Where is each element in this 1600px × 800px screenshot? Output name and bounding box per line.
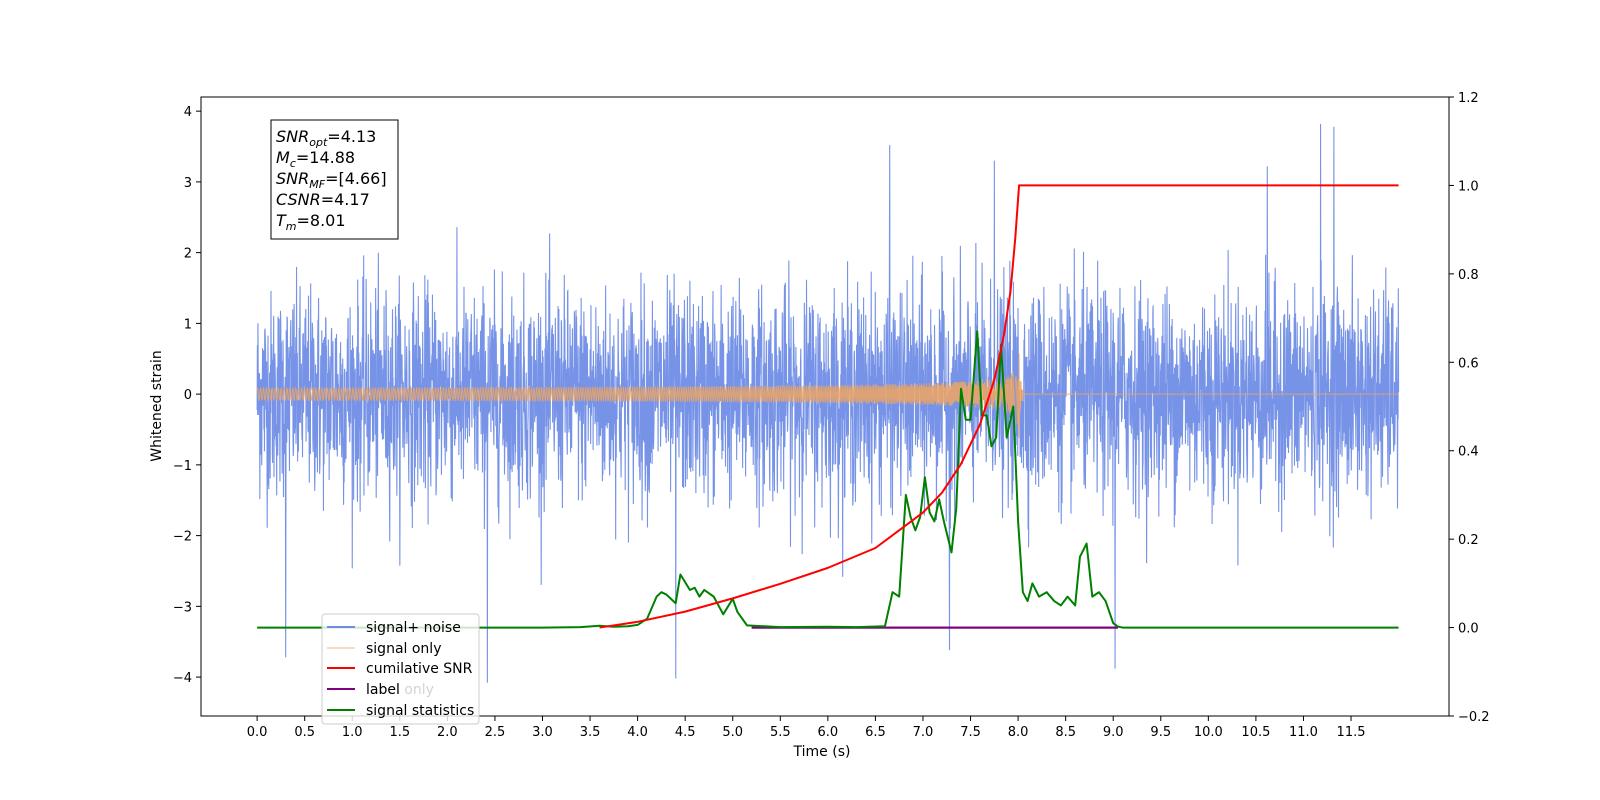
- y-tick-label: −1: [173, 459, 192, 474]
- x-tick-label: 7.0: [913, 725, 934, 740]
- x-tick-label: 10.5: [1241, 725, 1270, 740]
- x-tick-label: 8.0: [1008, 725, 1029, 740]
- legend-label: signal statistics: [366, 703, 474, 719]
- x-tick-label: 6.5: [865, 725, 886, 740]
- x-tick-label: 5.0: [722, 725, 743, 740]
- legend-label: cumilative SNR: [366, 661, 473, 677]
- x-tick-label: 8.5: [1055, 725, 1076, 740]
- info-line: CSNR=4.17: [276, 190, 370, 209]
- y-axis-label: Whitened strain: [149, 350, 165, 461]
- x-tick-label: 3.0: [532, 725, 553, 740]
- x-tick-label: 0.5: [294, 725, 315, 740]
- series-cumulative-snr: [599, 184, 1399, 629]
- y-tick-label: 2: [184, 247, 192, 262]
- x-tick-label: 1.5: [389, 725, 410, 740]
- y-tick-label: −3: [173, 600, 192, 615]
- y-tick-label: 3: [184, 176, 192, 191]
- y-tick-label: −2: [173, 530, 192, 545]
- y-tick-label: 4: [184, 105, 192, 120]
- x-tick-label: 3.5: [580, 725, 601, 740]
- x-tick-label: 4.5: [675, 725, 696, 740]
- x-tick-label: 11.5: [1337, 725, 1366, 740]
- y-tick-label: 0: [184, 388, 192, 403]
- y2-tick-label: 0.0: [1458, 622, 1479, 637]
- info-line: Tm=8.01: [276, 211, 346, 233]
- y2-tick-label: 0.4: [1458, 445, 1479, 460]
- y2-tick-label: 0.2: [1458, 533, 1479, 548]
- x-tick-label: 1.0: [342, 725, 363, 740]
- x-tick-label: 4.0: [627, 725, 648, 740]
- info-box-frame: [270, 119, 399, 240]
- x-tick-label: 11.0: [1289, 725, 1318, 740]
- series-signal-only: [256, 353, 1399, 438]
- y2-tick-label: 1.2: [1458, 91, 1479, 106]
- info-box: SNRopt=4.13Mc=14.88SNRMF=[4.66]CSNR=4.17…: [270, 119, 399, 240]
- info-line: Mc=14.88: [276, 148, 355, 170]
- legend-label: label only: [366, 682, 434, 698]
- x-tick-label: 6.0: [818, 725, 839, 740]
- legend-frame: [321, 613, 480, 725]
- x-tick-label: 10.0: [1194, 725, 1223, 740]
- x-tick-label: 2.0: [437, 725, 458, 740]
- info-line: SNRMF=[4.66]: [276, 169, 387, 191]
- x-tick-label: 0.0: [247, 725, 268, 740]
- y-axis-right: 1.2 1.0 0.8 0.6 0.4 0.2 0.0 −0.2: [1449, 91, 1490, 725]
- info-line: SNRopt=4.13: [276, 127, 376, 149]
- legend: signal+ noise signal only cumilative SNR la…: [321, 613, 480, 725]
- y-axis-left: 4 3 2 1 0 −1 −2 −3 −4: [173, 105, 201, 686]
- x-axis-label: Time (s): [793, 744, 851, 760]
- y2-tick-label: 1.0: [1458, 179, 1479, 194]
- y-tick-label: −4: [173, 671, 192, 686]
- x-tick-label: 9.0: [1103, 725, 1124, 740]
- x-axis: 0.0 0.5 1.0 1.5 2.0 2.5 3.0 3.5 4.0 4.5 5.0 5.5 6.0 6…: [247, 716, 1366, 740]
- y2-tick-label: 0.8: [1458, 268, 1479, 283]
- plot-frame: [200, 96, 1450, 717]
- x-tick-label: 9.5: [1150, 725, 1171, 740]
- series-signal-statistics: [257, 330, 1399, 629]
- y-tick-label: 1: [184, 317, 192, 332]
- y2-tick-label: 0.6: [1458, 356, 1479, 371]
- legend-label: signal+ noise: [366, 620, 461, 636]
- x-tick-label: 2.5: [485, 725, 506, 740]
- legend-label: signal only: [366, 641, 441, 657]
- x-tick-label: 7.5: [960, 725, 981, 740]
- series-layer: [256, 123, 1400, 683]
- y2-tick-label: −0.2: [1458, 710, 1490, 725]
- legend-label: label: [366, 682, 400, 698]
- x-tick-label: 5.5: [770, 725, 791, 740]
